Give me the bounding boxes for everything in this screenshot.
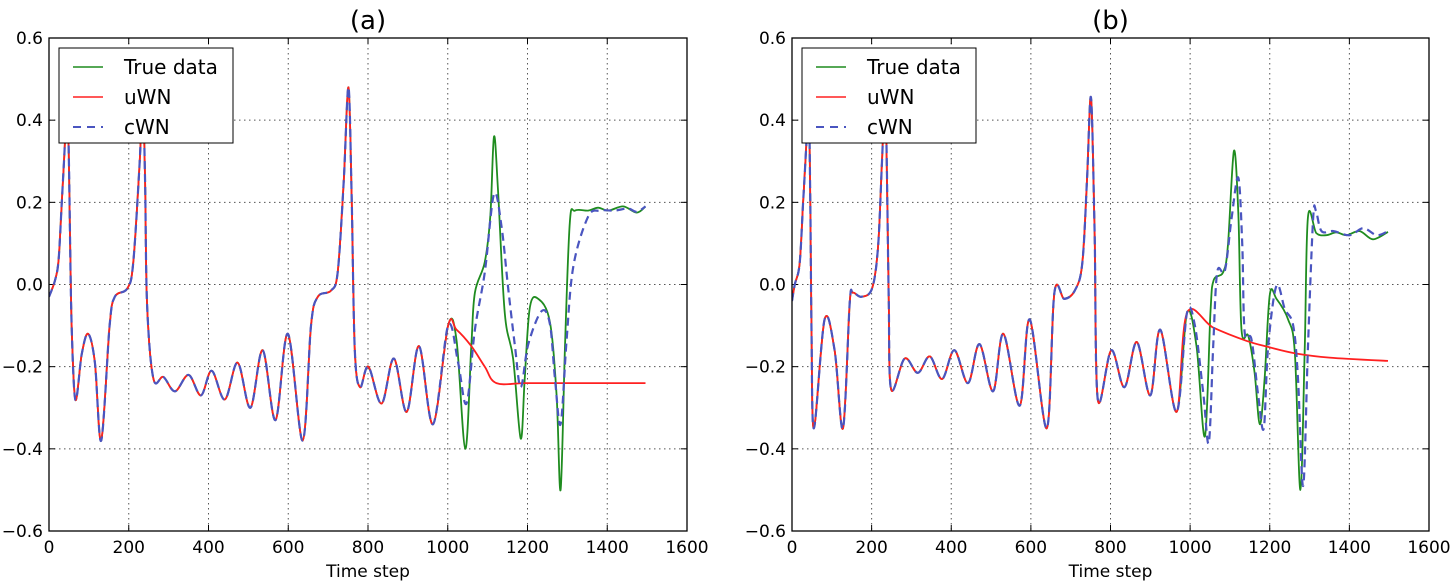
x-tick-label: 800 — [352, 538, 384, 558]
x-tick-label: 1200 — [506, 538, 549, 558]
x-axis-label: Time step — [325, 562, 410, 582]
y-tick-label: −0.6 — [2, 522, 43, 542]
legend-label: cWN — [124, 115, 170, 139]
y-tick-label: 0.0 — [759, 276, 786, 296]
panel-b: 0 200 400 600 800 1000 1200 1400 1600 0.6 0.4 0.2 0.… — [745, 6, 1451, 582]
x-tick-label: 1200 — [1248, 538, 1291, 558]
x-tick-label: 400 — [192, 538, 224, 558]
legend-label: uWN — [124, 85, 171, 109]
x-tick-label: 800 — [1094, 538, 1126, 558]
y-tick-label: 0.2 — [759, 193, 786, 213]
x-tick-label: 1600 — [1407, 538, 1450, 558]
x-tick-label: 0 — [44, 538, 55, 558]
y-tick-label: 0.6 — [16, 29, 43, 49]
y-tick-label: −0.4 — [745, 440, 786, 460]
x-tick-label: 600 — [272, 538, 304, 558]
legend-label: True data — [866, 55, 961, 79]
legend: True data uWN cWN — [58, 47, 234, 144]
x-tick-label: 0 — [787, 538, 798, 558]
plot-frame — [791, 37, 1430, 532]
y-tick-label: −0.6 — [745, 522, 786, 542]
x-tick-label: 1400 — [1328, 538, 1371, 558]
x-tick-label: 1000 — [1168, 538, 1211, 558]
x-tick-label: 600 — [1015, 538, 1047, 558]
legend-label: True data — [123, 55, 218, 79]
y-tick-label: 0.6 — [759, 29, 786, 49]
series-line-cwn — [49, 77, 647, 442]
plot-frame — [48, 37, 688, 532]
x-axis-label: Time step — [1068, 562, 1153, 582]
y-tick-label: −0.2 — [2, 358, 43, 378]
y-tick-label: 0.4 — [16, 111, 43, 131]
x-tick-label: 1000 — [426, 538, 469, 558]
legend-label: cWN — [867, 115, 913, 139]
x-tick-label: 200 — [113, 538, 145, 558]
y-tick-label: −0.4 — [2, 440, 43, 460]
series-line-cwn — [792, 95, 1389, 487]
y-tick-label: 0.2 — [16, 193, 43, 213]
x-tick-label: 200 — [855, 538, 887, 558]
panel-a: 0 200 400 600 800 1000 1200 1400 1600 0.6 0.4 0.2 0.… — [2, 6, 709, 582]
y-tick-label: −0.2 — [745, 358, 786, 378]
x-tick-label: 400 — [935, 538, 967, 558]
chart-title: (b) — [1092, 6, 1129, 36]
legend-label: uWN — [867, 85, 914, 109]
x-tick-label: 1600 — [665, 538, 708, 558]
legend: True data uWN cWN — [801, 47, 977, 144]
y-tick-label: 0.0 — [16, 276, 43, 296]
chart-title: (a) — [350, 6, 386, 36]
x-tick-label: 1400 — [586, 538, 629, 558]
y-tick-label: 0.4 — [759, 111, 786, 131]
